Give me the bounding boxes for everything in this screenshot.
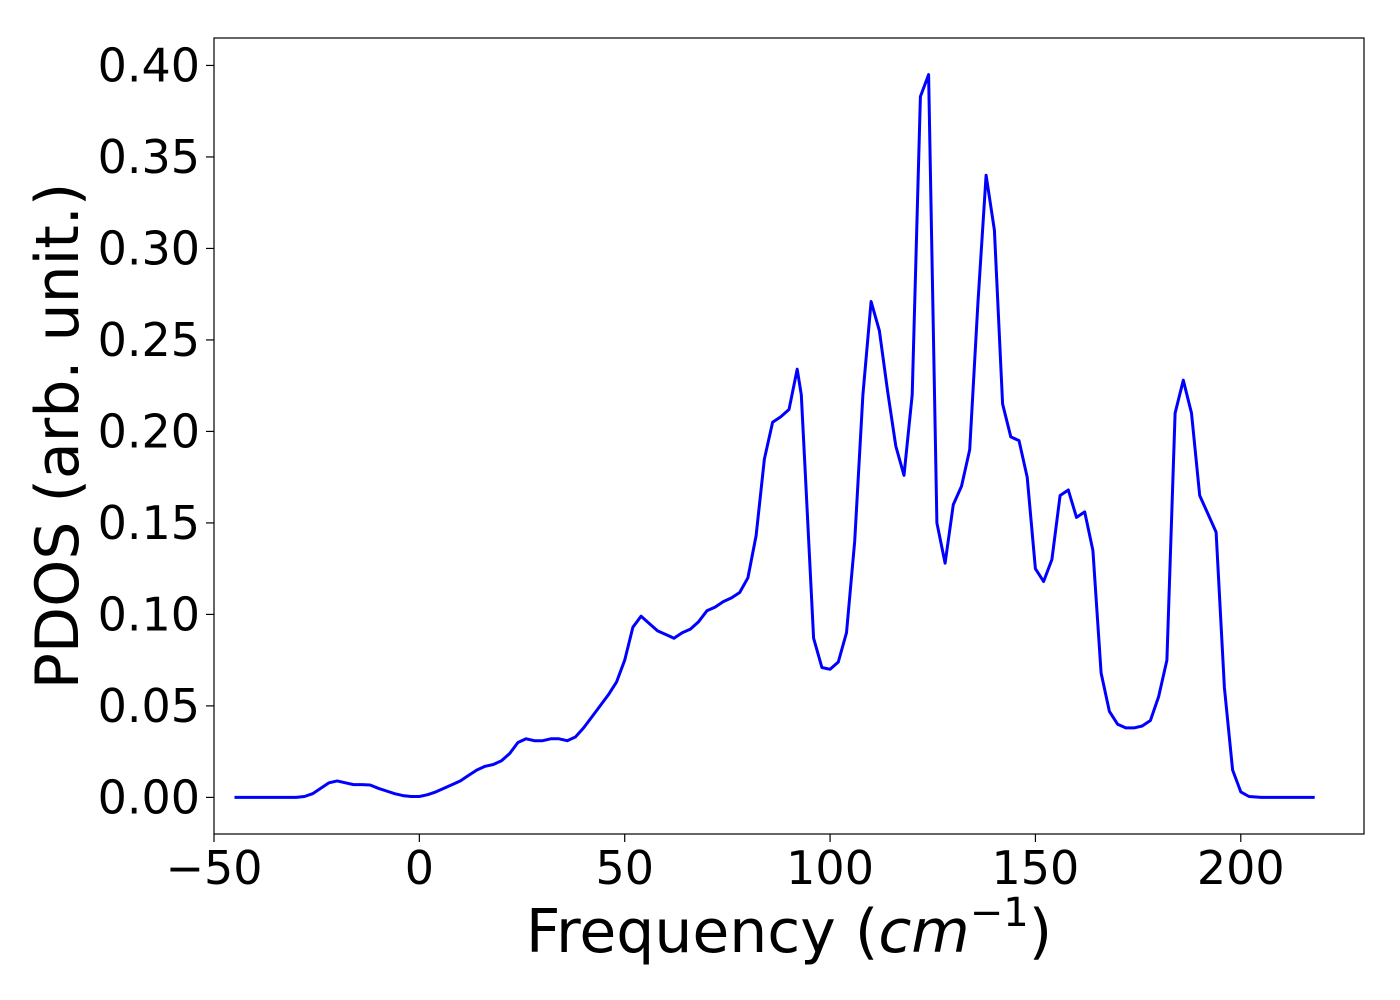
x-tick-label: 200	[1197, 841, 1285, 895]
x-axis-label-text: Frequency	[526, 897, 836, 967]
x-tick-label: −50	[165, 841, 262, 895]
x-axis-label-paren-close: )	[1029, 897, 1052, 967]
plot-layer	[234, 73, 1315, 799]
x-axis-label-exponent: −1	[970, 890, 1029, 936]
y-tick-label: 0.05	[98, 679, 200, 733]
y-tick-label: 0.10	[98, 587, 200, 641]
x-tick-label: 0	[405, 841, 434, 895]
pdos-series-line	[234, 73, 1315, 799]
y-tick-label: 0.25	[98, 313, 200, 367]
y-tick-label: 0.20	[98, 404, 200, 458]
y-tick-label: 0.00	[98, 770, 200, 824]
x-axis-label-unit: cm	[878, 897, 969, 967]
y-tick-label: 0.15	[98, 496, 200, 550]
x-axis-label: Frequency (cm−1)	[526, 890, 1052, 967]
x-tick-label: 100	[786, 841, 874, 895]
y-tick-label: 0.35	[98, 130, 200, 184]
x-tick-label: 50	[595, 841, 654, 895]
plot-frame	[213, 37, 1365, 835]
tick-layer: −50 0 50 100 150 200 0.00 0.05 0.10 0.15 0.20 0.25 0…	[98, 38, 1285, 895]
y-axis-label: PDOS (arb. unit.)	[23, 183, 93, 690]
y-tick-label: 0.30	[98, 221, 200, 275]
x-tick-label: 150	[992, 841, 1080, 895]
x-axis-label-paren-open: (	[855, 897, 878, 967]
y-tick-label: 0.40	[98, 38, 200, 92]
